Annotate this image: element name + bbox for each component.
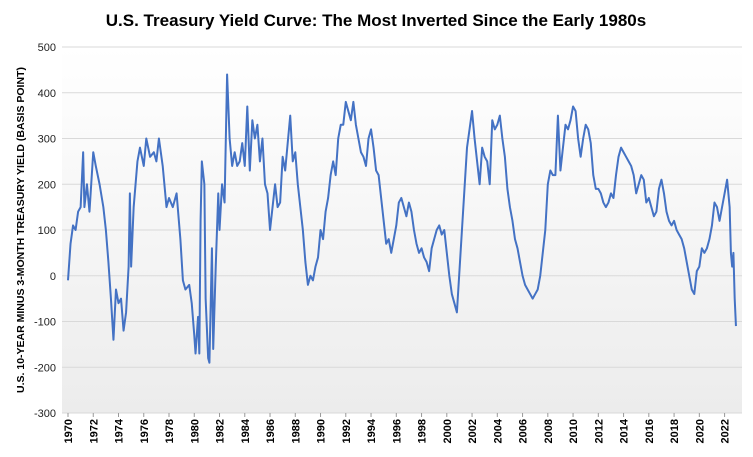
x-tick-label: 2006 xyxy=(518,419,530,443)
x-tick-label: 2012 xyxy=(593,419,605,443)
x-tick-label: 2014 xyxy=(619,418,631,443)
x-tick-label: 1970 xyxy=(63,419,75,443)
y-tick-label: 100 xyxy=(38,225,56,237)
x-tick-label: 2018 xyxy=(669,419,681,443)
y-tick-label: 500 xyxy=(38,42,56,54)
x-tick-label: 1994 xyxy=(366,418,378,443)
x-tick-label: 2016 xyxy=(644,419,656,443)
x-tick-label: 1976 xyxy=(139,419,151,443)
x-tick-label: 2004 xyxy=(492,418,504,443)
x-tick-label: 1998 xyxy=(417,419,429,443)
x-tick-label: 1992 xyxy=(341,419,353,443)
y-tick-label: -300 xyxy=(34,408,56,420)
x-tick-label: 2002 xyxy=(467,419,479,443)
x-tick-label: 1978 xyxy=(164,419,176,443)
x-tick-label: 1974 xyxy=(114,418,126,443)
x-tick-label: 2000 xyxy=(442,419,454,443)
y-tick-label: 0 xyxy=(50,271,56,283)
x-tick-label: 1986 xyxy=(265,419,277,443)
y-tick-label: -200 xyxy=(34,362,56,374)
chart-title: U.S. Treasury Yield Curve: The Most Inve… xyxy=(106,11,646,30)
x-tick-label: 1982 xyxy=(215,419,227,443)
y-tick-label: 400 xyxy=(38,88,56,100)
x-tick-label: 2020 xyxy=(694,419,706,443)
x-tick-label: 2022 xyxy=(720,419,732,443)
line xyxy=(67,73,737,364)
x-tick-label: 1984 xyxy=(240,418,252,443)
x-tick-label: 1990 xyxy=(316,419,328,443)
y-axis-label: U.S. 10-YEAR MINUS 3-MONTH TREASURY YIEL… xyxy=(15,67,27,393)
y-tick-label: 200 xyxy=(38,179,56,191)
y-tick-label: 300 xyxy=(38,134,56,146)
x-tick-label: 1996 xyxy=(391,419,403,443)
y-tick-label: -100 xyxy=(34,317,56,329)
x-tick-label: 1988 xyxy=(290,419,302,443)
x-tick-label: 1980 xyxy=(189,419,201,443)
x-tick-label: 1972 xyxy=(88,419,100,443)
x-tick-label: 2010 xyxy=(568,419,580,443)
x-tick-label: 2008 xyxy=(543,419,555,443)
